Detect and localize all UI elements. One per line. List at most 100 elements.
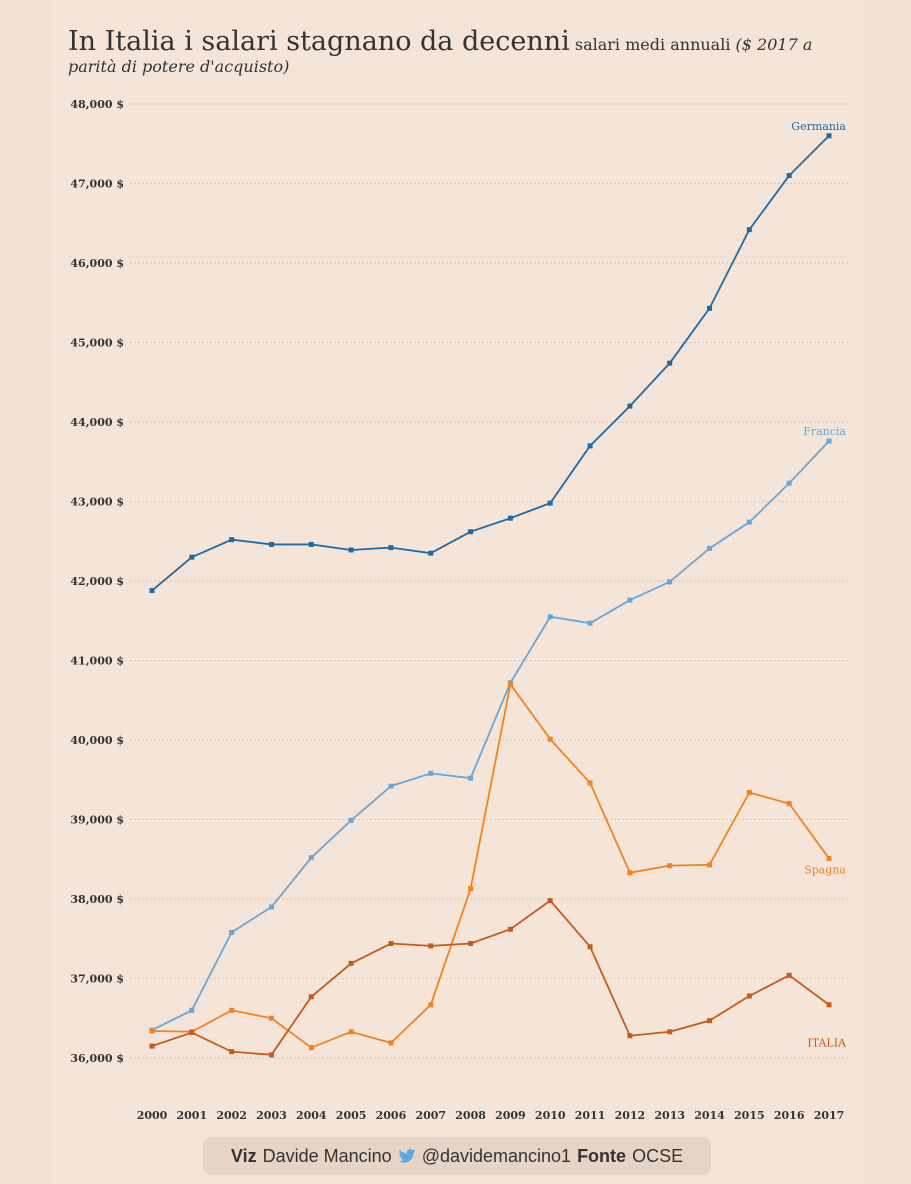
y-tick-label: 42,000 $ (70, 575, 124, 588)
data-point (229, 929, 235, 935)
data-point (268, 1052, 274, 1058)
y-tick-label: 39,000 $ (70, 814, 124, 827)
x-tick-label: 2009 (495, 1109, 526, 1122)
data-point (388, 783, 394, 789)
data-point (627, 870, 633, 876)
subtitle-unit: ($ 2017 a parità di potere d'acquisto) (68, 35, 813, 76)
data-point (826, 855, 832, 861)
chart-title: In Italia i salari stagnano da decenni (68, 26, 570, 57)
data-point (428, 550, 434, 556)
data-point (826, 1002, 832, 1008)
data-point (667, 360, 673, 366)
data-point (348, 960, 354, 966)
data-point (667, 1029, 673, 1035)
data-point (707, 1018, 713, 1024)
twitter-handle: @davidemancino1 (421, 1145, 572, 1166)
series-label: Spagna (804, 863, 846, 876)
data-point (268, 1015, 274, 1021)
data-point (308, 1045, 314, 1051)
y-tick-label: 45,000 $ (70, 337, 124, 350)
data-point (587, 780, 593, 786)
series-label: Germania (791, 120, 846, 133)
chart-panel (52, 0, 863, 1184)
series-line (151, 135, 830, 592)
x-tick-label: 2016 (774, 1109, 805, 1122)
data-point (468, 941, 474, 947)
y-tick-label: 38,000 $ (70, 893, 124, 906)
y-tick-label: 48,000 $ (70, 98, 124, 111)
data-point (627, 1033, 633, 1039)
data-point (428, 1002, 434, 1008)
credits-footer: Viz Davide Mancino @davidemancino1 Fonte… (203, 1137, 711, 1175)
x-tick-label: 2007 (415, 1109, 446, 1122)
data-point (229, 537, 235, 543)
data-point (149, 1028, 155, 1034)
data-point (468, 886, 474, 892)
data-point (746, 993, 752, 999)
author-name: Davide Mancino (262, 1145, 392, 1166)
y-tick-label: 41,000 $ (70, 655, 124, 668)
data-point (547, 898, 553, 904)
twitter-bird-icon (398, 1149, 416, 1163)
title-block: In Italia i salari stagnano da decenni s… (68, 26, 838, 76)
data-point (667, 863, 673, 869)
data-point (746, 519, 752, 525)
data-point (587, 944, 593, 950)
data-point (468, 529, 474, 535)
data-point (189, 1030, 195, 1036)
x-tick-label: 2013 (654, 1109, 685, 1122)
data-point (428, 943, 434, 949)
x-tick-label: 2003 (256, 1109, 287, 1122)
data-point (308, 994, 314, 1000)
viz-label: Viz (230, 1145, 257, 1166)
source-name: OCSE (632, 1145, 684, 1166)
data-point (587, 620, 593, 626)
data-point (627, 597, 633, 603)
x-tick-label: 2006 (376, 1109, 407, 1122)
y-tick-label: 43,000 $ (70, 496, 124, 509)
data-point (707, 305, 713, 311)
data-point (547, 736, 553, 742)
data-point (707, 545, 713, 551)
x-tick-label: 2001 (177, 1109, 208, 1122)
data-point (746, 227, 752, 233)
data-point (507, 926, 513, 932)
y-tick-label: 40,000 $ (70, 734, 124, 747)
y-tick-label: 44,000 $ (70, 416, 124, 429)
data-point (268, 904, 274, 910)
x-tick-label: 2014 (694, 1109, 725, 1122)
data-point (229, 1007, 235, 1013)
data-point (388, 941, 394, 947)
data-point (388, 545, 394, 551)
data-point (587, 443, 593, 449)
data-point (189, 1007, 195, 1013)
y-tick-label: 36,000 $ (70, 1052, 124, 1065)
data-point (547, 614, 553, 620)
data-point (229, 1049, 235, 1055)
data-point (786, 480, 792, 486)
data-point (149, 1043, 155, 1049)
x-tick-label: 2017 (814, 1109, 845, 1122)
data-point (348, 1029, 354, 1035)
series-label: ITALIA (807, 1037, 847, 1050)
series-line (151, 899, 830, 1056)
x-tick-label: 2002 (216, 1109, 247, 1122)
series-label: Francia (803, 425, 846, 438)
x-tick-label: 2005 (336, 1109, 367, 1122)
data-point (189, 554, 195, 560)
series-line (151, 440, 830, 1031)
x-tick-label: 2015 (734, 1109, 765, 1122)
x-tick-label: 2000 (137, 1109, 168, 1122)
data-point (348, 817, 354, 823)
data-point (786, 972, 792, 978)
data-point (308, 541, 314, 547)
x-tick-label: 2011 (575, 1109, 606, 1122)
data-point (507, 515, 513, 521)
data-point (707, 862, 713, 868)
y-tick-label: 47,000 $ (70, 178, 124, 191)
x-tick-label: 2004 (296, 1109, 327, 1122)
y-tick-label: 46,000 $ (70, 257, 124, 270)
data-point (428, 770, 434, 776)
data-point (308, 855, 314, 861)
